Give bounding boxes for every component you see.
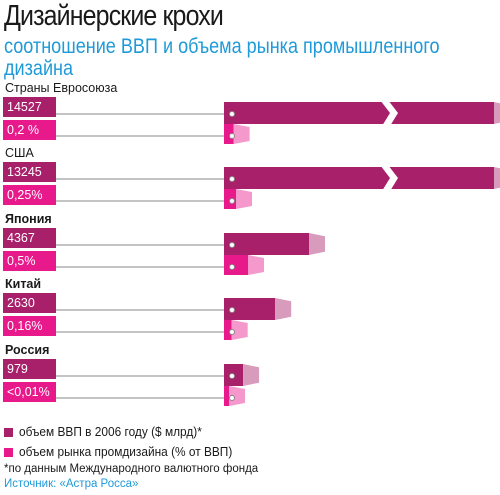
design-bar-front [224, 255, 248, 275]
gdp-bar-break [380, 100, 398, 126]
legend-label-gdp: объем ВВП в 2006 году ($ млрд)* [19, 425, 202, 439]
gdp-bar-break [380, 165, 398, 191]
design-value-label: 0,2 % [7, 123, 39, 137]
legend-item-design: объем рынка промдизайна (% от ВВП) [4, 443, 244, 461]
gdp-value-label: 4367 [7, 231, 35, 245]
legend-item-gdp: объем ВВП в 2006 году ($ млрд)* [4, 423, 244, 441]
design-leader-dot [229, 133, 235, 139]
legend-label-design: объем рынка промдизайна (% от ВВП) [19, 445, 233, 459]
legend-swatch-design [4, 447, 13, 457]
design-bar-cap [231, 320, 248, 340]
gdp-bar-front [224, 233, 309, 255]
gdp-value-label: 979 [7, 362, 28, 376]
gdp-value-box [3, 293, 56, 313]
gdp-bar-cap [243, 364, 260, 386]
design-bar-front [224, 320, 232, 340]
category-label: США [5, 146, 34, 160]
gdp-value-box [3, 162, 56, 182]
gdp-leader-dot-front [229, 176, 235, 182]
design-value-box [3, 251, 56, 271]
gdp-leader-dot-front [229, 111, 235, 117]
gdp-value-label: 13245 [7, 165, 42, 179]
gdp-bar-cap [309, 233, 325, 255]
category-label: Китай [5, 277, 41, 291]
gdp-value-box [3, 97, 56, 117]
design-value-box [3, 120, 56, 140]
design-leader-dot [229, 198, 235, 204]
design-bar-cap [229, 386, 245, 406]
design-value-label: 0,25% [7, 188, 42, 202]
gdp-leader-dot-front [229, 242, 235, 248]
design-value-box [3, 316, 56, 336]
source-note: Источник: «Астра Росса» [4, 478, 139, 490]
design-leader-dot [229, 329, 235, 335]
design-value-box [3, 382, 56, 402]
design-leader-dot [229, 264, 235, 270]
design-value-box [3, 185, 56, 205]
design-leader-dot [229, 395, 235, 401]
design-bar-front [224, 386, 229, 406]
gdp-bar-front [224, 298, 276, 320]
legend-swatch-gdp [4, 427, 13, 437]
chart-title: Дизайнерские крохи [4, 0, 224, 32]
design-bar-cap [233, 124, 250, 144]
gdp-bar-cap [275, 298, 292, 320]
gdp-leader-dot-front [229, 373, 235, 379]
category-label: Страны Евросоюза [5, 81, 117, 95]
design-value-label: <0,01% [7, 385, 50, 399]
gdp-bar-front [224, 102, 494, 124]
category-label: Япония [5, 212, 52, 226]
gdp-value-label: 14527 [7, 100, 42, 114]
gdp-bar-cap [494, 167, 500, 189]
design-bar-cap [248, 255, 264, 275]
gdp-bar-cap [494, 102, 500, 124]
design-value-label: 0,5% [7, 254, 36, 268]
gdp-leader-dot-front [229, 307, 235, 313]
design-bar-cap [236, 189, 252, 209]
gdp-bar-front [224, 167, 494, 189]
gdp-value-box [3, 359, 56, 379]
gdp-value-box [3, 228, 56, 248]
bar-chart: Страны Евросоюза 14527 0,2 % США 13245 0,25% Я… [3, 81, 500, 406]
chart-subtitle: соотношение ВВП и объема рынка промышлен… [4, 35, 440, 80]
design-bar-front [224, 124, 234, 144]
footnote: *по данным Международного валютного фонд… [4, 463, 259, 475]
legend: объем ВВП в 2006 году ($ млрд)* объем ры… [4, 423, 244, 463]
category-label: Россия [5, 343, 49, 357]
design-value-label: 0,16% [7, 319, 42, 333]
gdp-value-label: 2630 [7, 296, 35, 310]
